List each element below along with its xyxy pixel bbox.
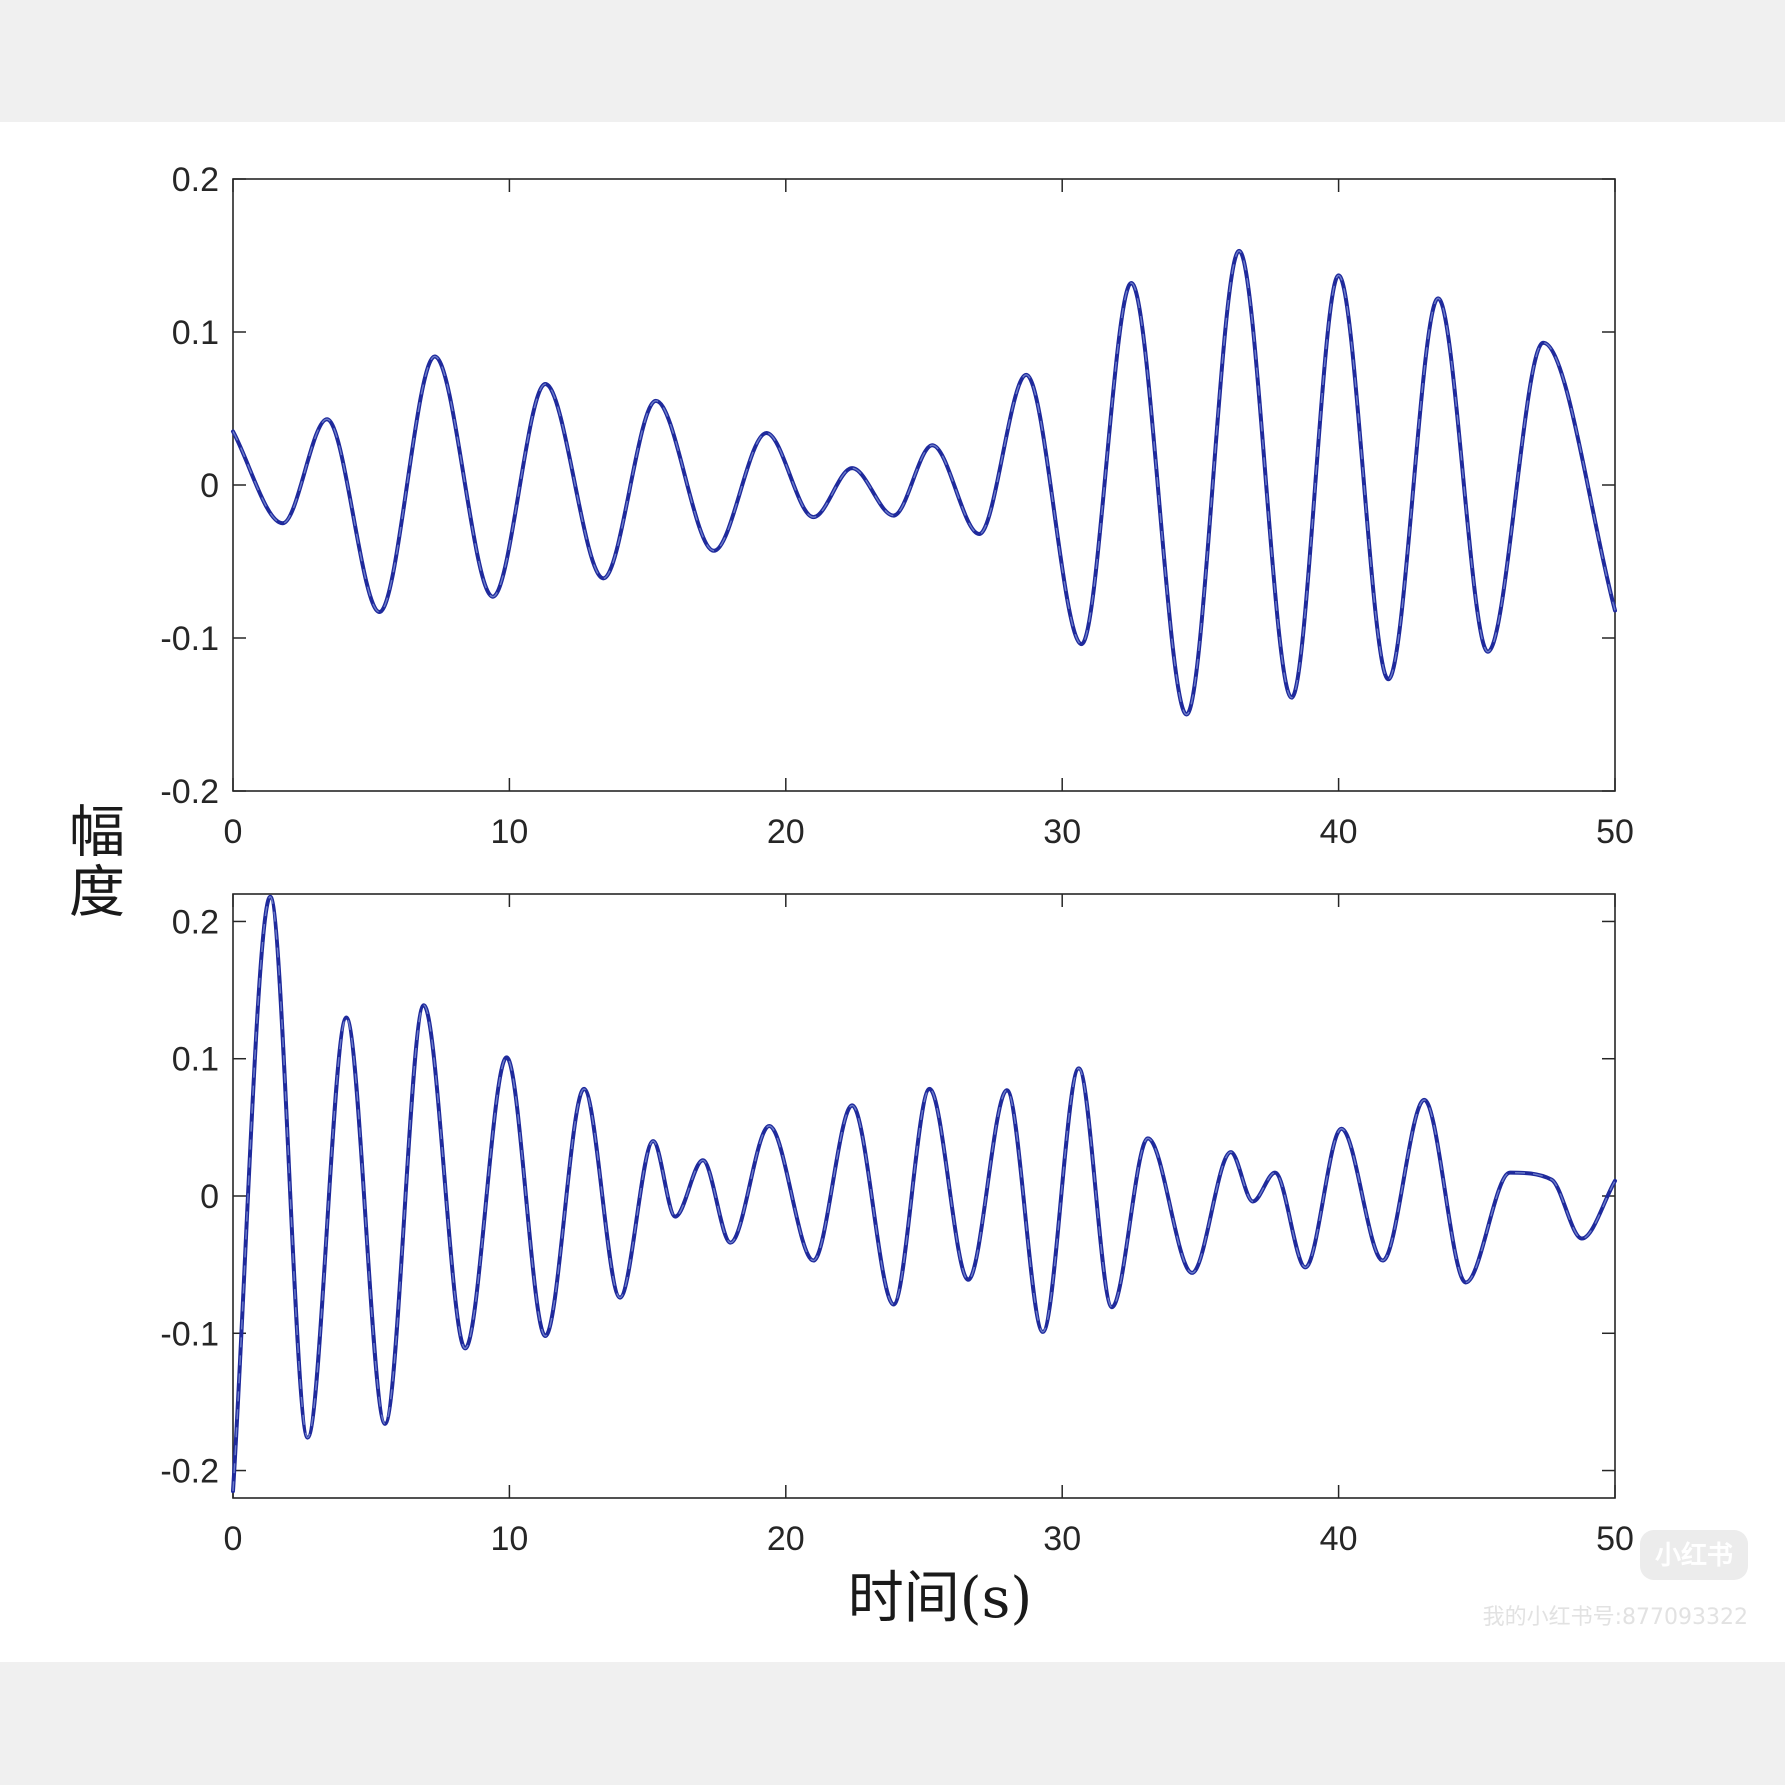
plot-bottom-frame [232,893,1616,1499]
x-tick-label: 20 [767,813,805,851]
plot-top: 0 10 20 30 40 50 0.2 0.1 0 -0.1 -0.2 [160,161,1634,851]
x-tick-label: 50 [1596,1520,1634,1558]
x-tick-label: 10 [490,813,528,851]
chart-figure: 0 10 20 30 40 50 0.2 0.1 0 -0.1 -0.2 0 10 20 30 40 50 … [60,161,1748,1631]
x-tick-label: 0 [224,1520,243,1558]
x-tick-label: 30 [1043,1520,1081,1558]
x-tick-label: 40 [1320,1520,1358,1558]
y-axis-label: 幅度 [60,802,125,922]
plot-top-series [231,248,1617,717]
plot-top-y-tick-labels: 0.2 0.1 0 -0.1 -0.2 [160,161,219,811]
watermark-text: 我的小红书号:877093322 [1483,1605,1748,1630]
plot-bottom-series [231,894,1617,1494]
x-tick-label: 10 [490,1520,528,1558]
y-tick-label: 0.1 [172,1041,219,1079]
plot-top-frame [232,178,1616,792]
x-tick-label: 0 [224,813,243,851]
y-tick-label: 0.1 [172,314,219,352]
plot-bottom-x-tick-labels: 0 10 20 30 40 50 [224,1520,1634,1558]
watermark-badge [1640,1530,1748,1580]
y-tick-label: -0.1 [160,620,219,658]
series-line-dashed-overlay [232,250,1616,716]
x-tick-label: 40 [1320,813,1358,851]
figure-area: 0 10 20 30 40 50 0.2 0.1 0 -0.1 -0.2 0 10 20 30 40 50 … [0,122,1785,1662]
plot-top-x-tick-labels: 0 10 20 30 40 50 [224,813,1634,851]
y-tick-label: -0.2 [160,1453,219,1491]
y-tick-label: 0 [200,1178,219,1216]
x-axis-label: 时间(s) [848,1566,1032,1631]
y-tick-label: 0.2 [172,161,219,199]
plot-bottom-y-tick-labels: 0.2 0.1 0 -0.1 -0.2 [160,903,219,1490]
y-tick-label: 0 [200,467,219,505]
y-tick-label: 0.2 [172,903,219,941]
page-background-top [0,0,1785,122]
watermark-badge-text: 小红书 [1655,1540,1733,1571]
page-background-bottom [0,1662,1785,1785]
y-tick-label: -0.2 [160,773,219,811]
x-tick-label: 30 [1043,813,1081,851]
series-line [231,894,1617,1494]
watermark: 小红书 我的小红书号:877093322 [1483,1530,1748,1630]
plot-bottom: 0 10 20 30 40 50 0.2 0.1 0 -0.1 -0.2 [160,893,1634,1558]
y-tick-label: -0.1 [160,1315,219,1353]
x-tick-label: 20 [767,1520,805,1558]
x-tick-label: 50 [1596,813,1634,851]
plot-top-ticks [232,178,1616,792]
